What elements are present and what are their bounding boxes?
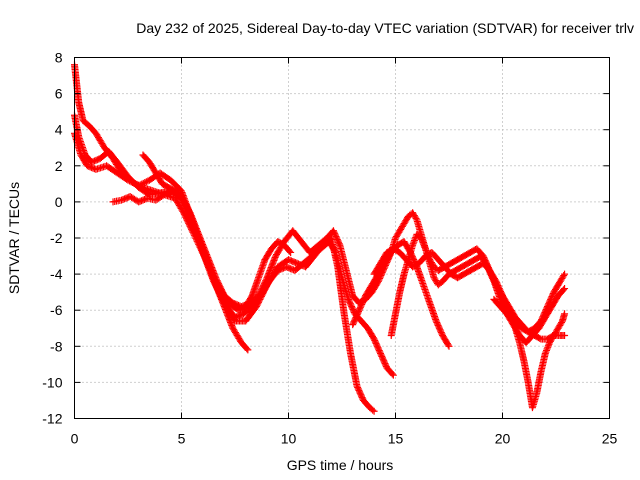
y-tick-label: 2 — [55, 158, 63, 174]
data-point — [261, 278, 269, 286]
data-point — [542, 348, 550, 356]
data-point — [559, 286, 567, 294]
data-point — [561, 285, 569, 293]
data-point — [257, 287, 265, 295]
data-point — [369, 406, 377, 414]
data-point — [420, 240, 428, 248]
data-point — [335, 240, 343, 248]
series-track-5 — [139, 151, 295, 314]
data-point — [419, 239, 427, 247]
data-point — [129, 179, 137, 187]
data-point — [141, 179, 149, 187]
series-track-3 — [71, 129, 378, 415]
axis-ticks: -12 -10 -8 -6 -4 -2 0 2 4 6 8 0 5 10 15 20 25 — [42, 50, 617, 447]
grid — [74, 57, 610, 419]
data-point — [243, 345, 251, 353]
y-tick-label: -6 — [50, 302, 63, 318]
data-point — [418, 236, 426, 244]
y-tick-label: -10 — [42, 374, 62, 390]
data-point — [138, 180, 146, 188]
data-point — [257, 286, 265, 294]
data-point — [544, 343, 552, 351]
y-tick-label: -12 — [42, 411, 62, 427]
y-tick-label: -2 — [50, 230, 63, 246]
data-point — [262, 275, 270, 283]
data-point — [132, 180, 140, 188]
data-point — [409, 241, 417, 249]
x-tick-label: 0 — [71, 431, 79, 447]
y-tick-label: 8 — [55, 50, 63, 66]
data-point — [260, 281, 268, 289]
data-point — [412, 215, 420, 223]
data-point — [561, 270, 569, 278]
data-point — [256, 289, 264, 297]
y-tick-label: -8 — [50, 338, 63, 354]
data-point — [127, 178, 135, 186]
data-point — [541, 350, 549, 358]
data-point — [545, 340, 553, 348]
data-point — [126, 177, 134, 185]
data-point — [409, 240, 417, 248]
x-tick-label: 15 — [388, 431, 404, 447]
data-point — [262, 277, 270, 285]
x-axis-label: GPS time / hours — [287, 457, 394, 473]
x-tick-label: 20 — [495, 431, 511, 447]
data-point — [418, 237, 426, 245]
y-tick-label: 0 — [55, 194, 63, 210]
data-point — [244, 346, 252, 354]
data-point — [543, 345, 551, 353]
data-point — [136, 181, 144, 189]
data-point — [139, 179, 147, 187]
y-tick-label: 6 — [55, 86, 63, 102]
x-tick-label: 10 — [281, 431, 297, 447]
data-point — [410, 237, 418, 245]
x-tick-label: 5 — [178, 431, 186, 447]
chart-title: Day 232 of 2025, Sidereal Day-to-day VTE… — [136, 20, 634, 36]
series-track-8 — [490, 295, 569, 412]
data-point — [420, 242, 428, 250]
data-point — [255, 290, 263, 298]
data-point — [388, 370, 396, 378]
data-point — [445, 342, 453, 350]
data-point — [286, 247, 294, 255]
data-point — [561, 310, 569, 318]
data-point — [255, 292, 263, 300]
data-point — [543, 346, 551, 354]
x-tick-label: 25 — [602, 431, 618, 447]
data-point — [287, 248, 295, 256]
data-point — [259, 283, 267, 291]
data-point — [124, 176, 132, 184]
data-point — [411, 235, 419, 243]
data-point — [135, 182, 143, 190]
data-point — [560, 272, 568, 280]
y-tick-label: -4 — [50, 266, 63, 282]
data-point — [260, 280, 268, 288]
data-series — [71, 61, 569, 415]
series-track-6 — [349, 209, 569, 336]
y-tick-label: 4 — [55, 122, 63, 138]
data-point — [421, 243, 429, 251]
data-point — [561, 331, 569, 339]
data-point — [130, 179, 138, 187]
series-track-2 — [71, 111, 252, 354]
data-point — [544, 342, 552, 350]
data-point — [389, 371, 397, 379]
data-point — [370, 407, 378, 415]
data-point — [410, 238, 418, 246]
data-point — [444, 341, 452, 349]
data-point — [142, 178, 150, 186]
series-track-9 — [370, 245, 569, 343]
y-axis-label: SDTVAR / TECUs — [6, 182, 22, 294]
data-point — [417, 234, 425, 242]
data-point — [258, 284, 266, 292]
